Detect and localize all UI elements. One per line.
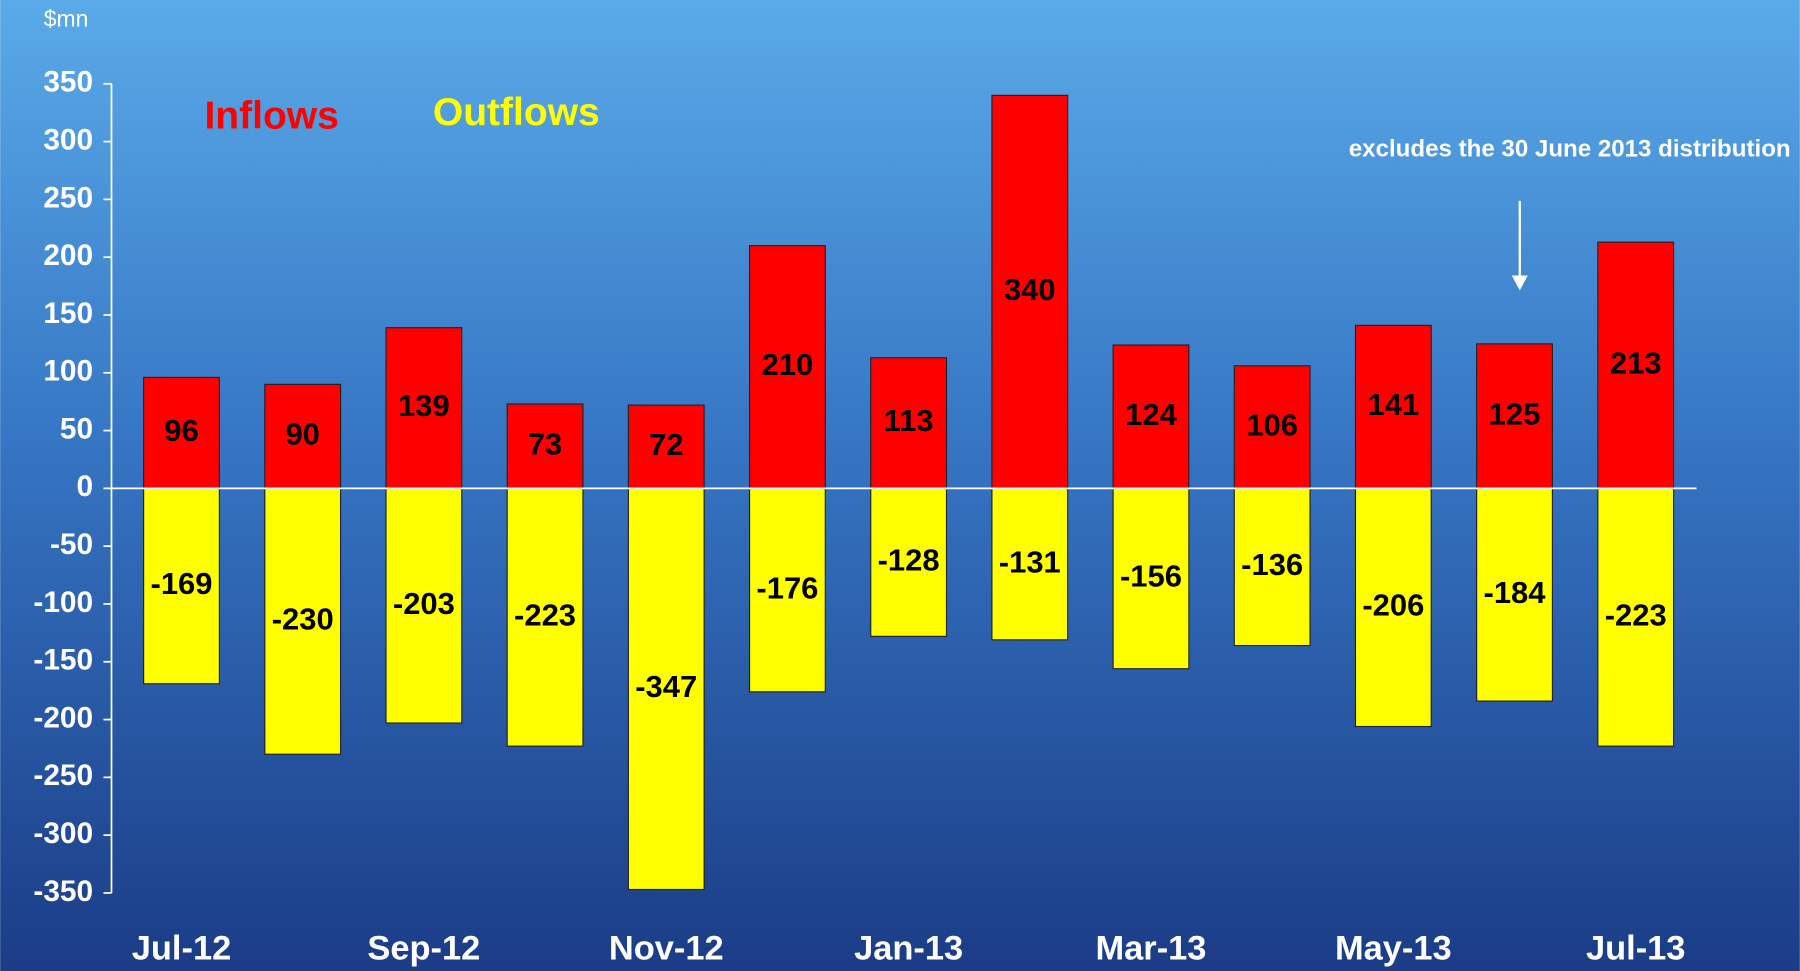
data-label: 125 (1489, 396, 1541, 431)
y-tick-label: 150 (43, 297, 93, 330)
data-label: 113 (884, 403, 934, 438)
bar (143, 376, 220, 489)
y-tick-label: -50 (50, 528, 93, 561)
legend-entry: Outflows (433, 91, 600, 134)
x-tick-label: May-13 (1335, 929, 1452, 967)
bar (385, 487, 463, 724)
data-label: 73 (528, 426, 562, 461)
data-label: -203 (393, 586, 455, 621)
bar (627, 404, 705, 489)
data-label: -128 (878, 543, 940, 578)
bar (506, 487, 584, 747)
data-label: 90 (285, 417, 319, 452)
x-tick-label: Sep-12 (367, 929, 480, 967)
data-label: -169 (151, 566, 213, 601)
bar (143, 487, 220, 685)
data-label: -184 (1484, 575, 1547, 610)
bar (506, 403, 584, 489)
y-tick-label: 250 (43, 181, 93, 214)
y-tick-label: -300 (33, 817, 93, 850)
data-label: 124 (1125, 397, 1177, 432)
data-label: -223 (514, 597, 576, 632)
y-tick-label: 100 (43, 355, 93, 388)
data-label: 210 (762, 347, 814, 382)
bar (1354, 487, 1432, 728)
annotation-arrowhead (1511, 275, 1528, 291)
data-label: 96 (164, 413, 198, 448)
x-tick-label: Jan-13 (854, 929, 963, 967)
x-tick-label: Jul-12 (132, 929, 231, 967)
bar (1597, 487, 1675, 747)
data-label: -347 (635, 669, 697, 704)
x-tick-label: Nov-12 (609, 929, 724, 967)
bar (264, 487, 342, 755)
data-label: -136 (1241, 547, 1303, 582)
data-label: 340 (1004, 272, 1056, 307)
y-tick-label: 300 (43, 123, 93, 156)
data-label: -223 (1605, 597, 1667, 632)
y-tick-label: 0 (77, 470, 94, 503)
bar (1597, 241, 1675, 489)
bar (1476, 487, 1553, 702)
data-label: 213 (1610, 345, 1662, 380)
legend-entry: Inflows (204, 95, 338, 138)
bar (627, 487, 705, 891)
bar (264, 383, 342, 489)
x-tick-label: Jul-13 (1586, 929, 1685, 967)
data-label: 72 (649, 427, 683, 462)
data-label: 139 (398, 388, 450, 423)
y-tick-label: -250 (33, 759, 93, 792)
bar (870, 357, 948, 489)
bar (1112, 344, 1190, 489)
x-tick-label: Mar-13 (1095, 929, 1206, 967)
data-label: -131 (999, 544, 1061, 579)
data-label: -206 (1362, 588, 1424, 623)
data-label: -176 (756, 570, 818, 605)
y-tick-label: -200 (33, 701, 93, 734)
bar (1112, 487, 1190, 670)
annotation: excludes the 30 June 2013 distribution (1349, 136, 1791, 163)
data-label: 141 (1368, 387, 1420, 422)
data-label: -156 (1120, 559, 1182, 594)
bar (1476, 343, 1553, 489)
data-label: -230 (272, 601, 334, 636)
y-tick-label: 200 (43, 239, 93, 272)
bar (1233, 487, 1311, 647)
y-axis-label: $mn (44, 6, 89, 32)
bar (991, 94, 1069, 489)
y-tick-label: 350 (43, 66, 93, 99)
y-tick-label: 50 (60, 412, 93, 445)
bar (748, 487, 826, 693)
y-tick-label: -350 (33, 875, 93, 908)
y-tick-label: -150 (33, 644, 93, 677)
bar (1354, 324, 1432, 489)
bar (385, 327, 463, 489)
data-label: 106 (1246, 407, 1298, 442)
bar (870, 487, 948, 637)
bar (991, 487, 1069, 641)
y-tick-label: -100 (33, 586, 93, 619)
